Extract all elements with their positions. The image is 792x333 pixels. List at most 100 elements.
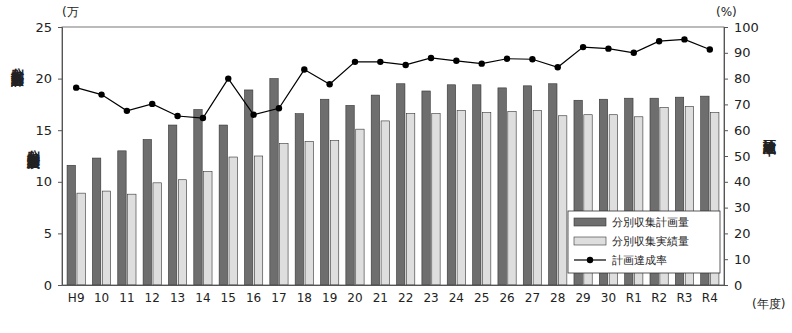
bar [330,141,338,285]
tick: R3 [676,285,692,305]
chart: 05101520250102030405060708090100H9101112… [0,0,792,333]
marker [453,58,459,64]
bar [381,121,389,285]
tick: 25 [35,20,62,35]
legend-swatch [574,237,606,245]
bar [558,116,566,285]
tick-label: 10 [94,291,109,305]
marker [402,62,408,68]
tick-label: 10 [734,252,751,267]
bar [67,165,75,285]
tick-mark [724,53,728,54]
marker [352,59,358,65]
tick: 12 [145,285,160,305]
bar [153,183,161,285]
bar [178,180,186,285]
bar [118,151,126,285]
bar [473,85,481,285]
marker [605,45,611,51]
bar [92,158,100,285]
marker [301,66,307,72]
tick-label: 21 [373,291,388,305]
tick-mark [724,104,728,105]
bar [204,171,212,285]
tick-mark [58,79,62,80]
marker [555,64,561,70]
tick-mark [58,130,62,131]
bar [549,84,557,285]
tick-label: 0 [734,278,742,293]
legend-label: 計画達成率 [612,254,667,267]
tick-mark [724,79,728,80]
bar [346,105,354,285]
tick-label: 19 [322,291,337,305]
bar [194,110,202,285]
bar [295,114,303,285]
marker [707,46,713,52]
tick: 10 [35,174,62,189]
tick: 90 [724,45,751,60]
tick-label: 24 [449,291,464,305]
axis-line [725,28,729,286]
y2-axis: 0102030405060708090100 [724,20,759,293]
tick-label: 5 [44,226,52,241]
tick-label: 90 [734,45,751,60]
tick-label: 50 [734,149,751,164]
tick: 23 [423,285,438,305]
marks [67,36,719,285]
tick-label: 25 [474,291,489,305]
tick: 25 [474,285,489,305]
bar [482,113,490,285]
tick-label: 27 [525,291,540,305]
tick-label: 23 [423,291,438,305]
tick-label: 0 [44,278,52,293]
tick-label: 28 [550,291,565,305]
tick: 10 [724,252,751,267]
tick-mark [724,233,728,234]
tick: 50 [724,149,751,164]
bar [523,86,531,285]
annotation: (年度) [752,297,785,311]
plot-frame [62,27,724,285]
marker [124,108,130,114]
tick: 28 [550,285,565,305]
tick: 20 [347,285,362,305]
legend-swatch [587,257,593,263]
marker [580,44,586,50]
tick-label: 25 [35,20,52,35]
tick: 27 [525,285,540,305]
tick-label: 29 [575,291,590,305]
tick: 0 [44,278,62,293]
tick-label: R1 [626,291,642,305]
bar [432,114,440,285]
tick-mark [724,27,728,28]
bar-series [77,106,719,285]
tick-label: 20 [35,71,52,86]
tick-mark [58,233,62,234]
tick-label: 60 [734,123,751,138]
tick-mark [58,182,62,183]
tick-label: H9 [68,291,85,305]
tick: 14 [195,285,210,305]
marker [174,113,180,119]
tick: 80 [724,71,751,86]
tick-label: 16 [246,291,261,305]
tick: 15 [35,123,62,138]
tick: 13 [170,285,185,305]
tick: 16 [246,285,261,305]
tick-label: 10 [35,174,52,189]
legend-item: 分別収集実績量 [574,235,689,248]
bar [356,129,364,285]
tick: 10 [94,285,109,305]
tick-label: R2 [651,291,667,305]
tick-mark [724,156,728,157]
tick: H9 [68,285,85,305]
tick-mark [58,285,62,286]
bar [102,191,110,285]
marker [631,50,637,56]
bar [508,112,516,285]
bar [498,88,506,285]
tick: 22 [398,285,413,305]
legend-swatch [574,218,606,226]
tick: 29 [575,285,590,305]
